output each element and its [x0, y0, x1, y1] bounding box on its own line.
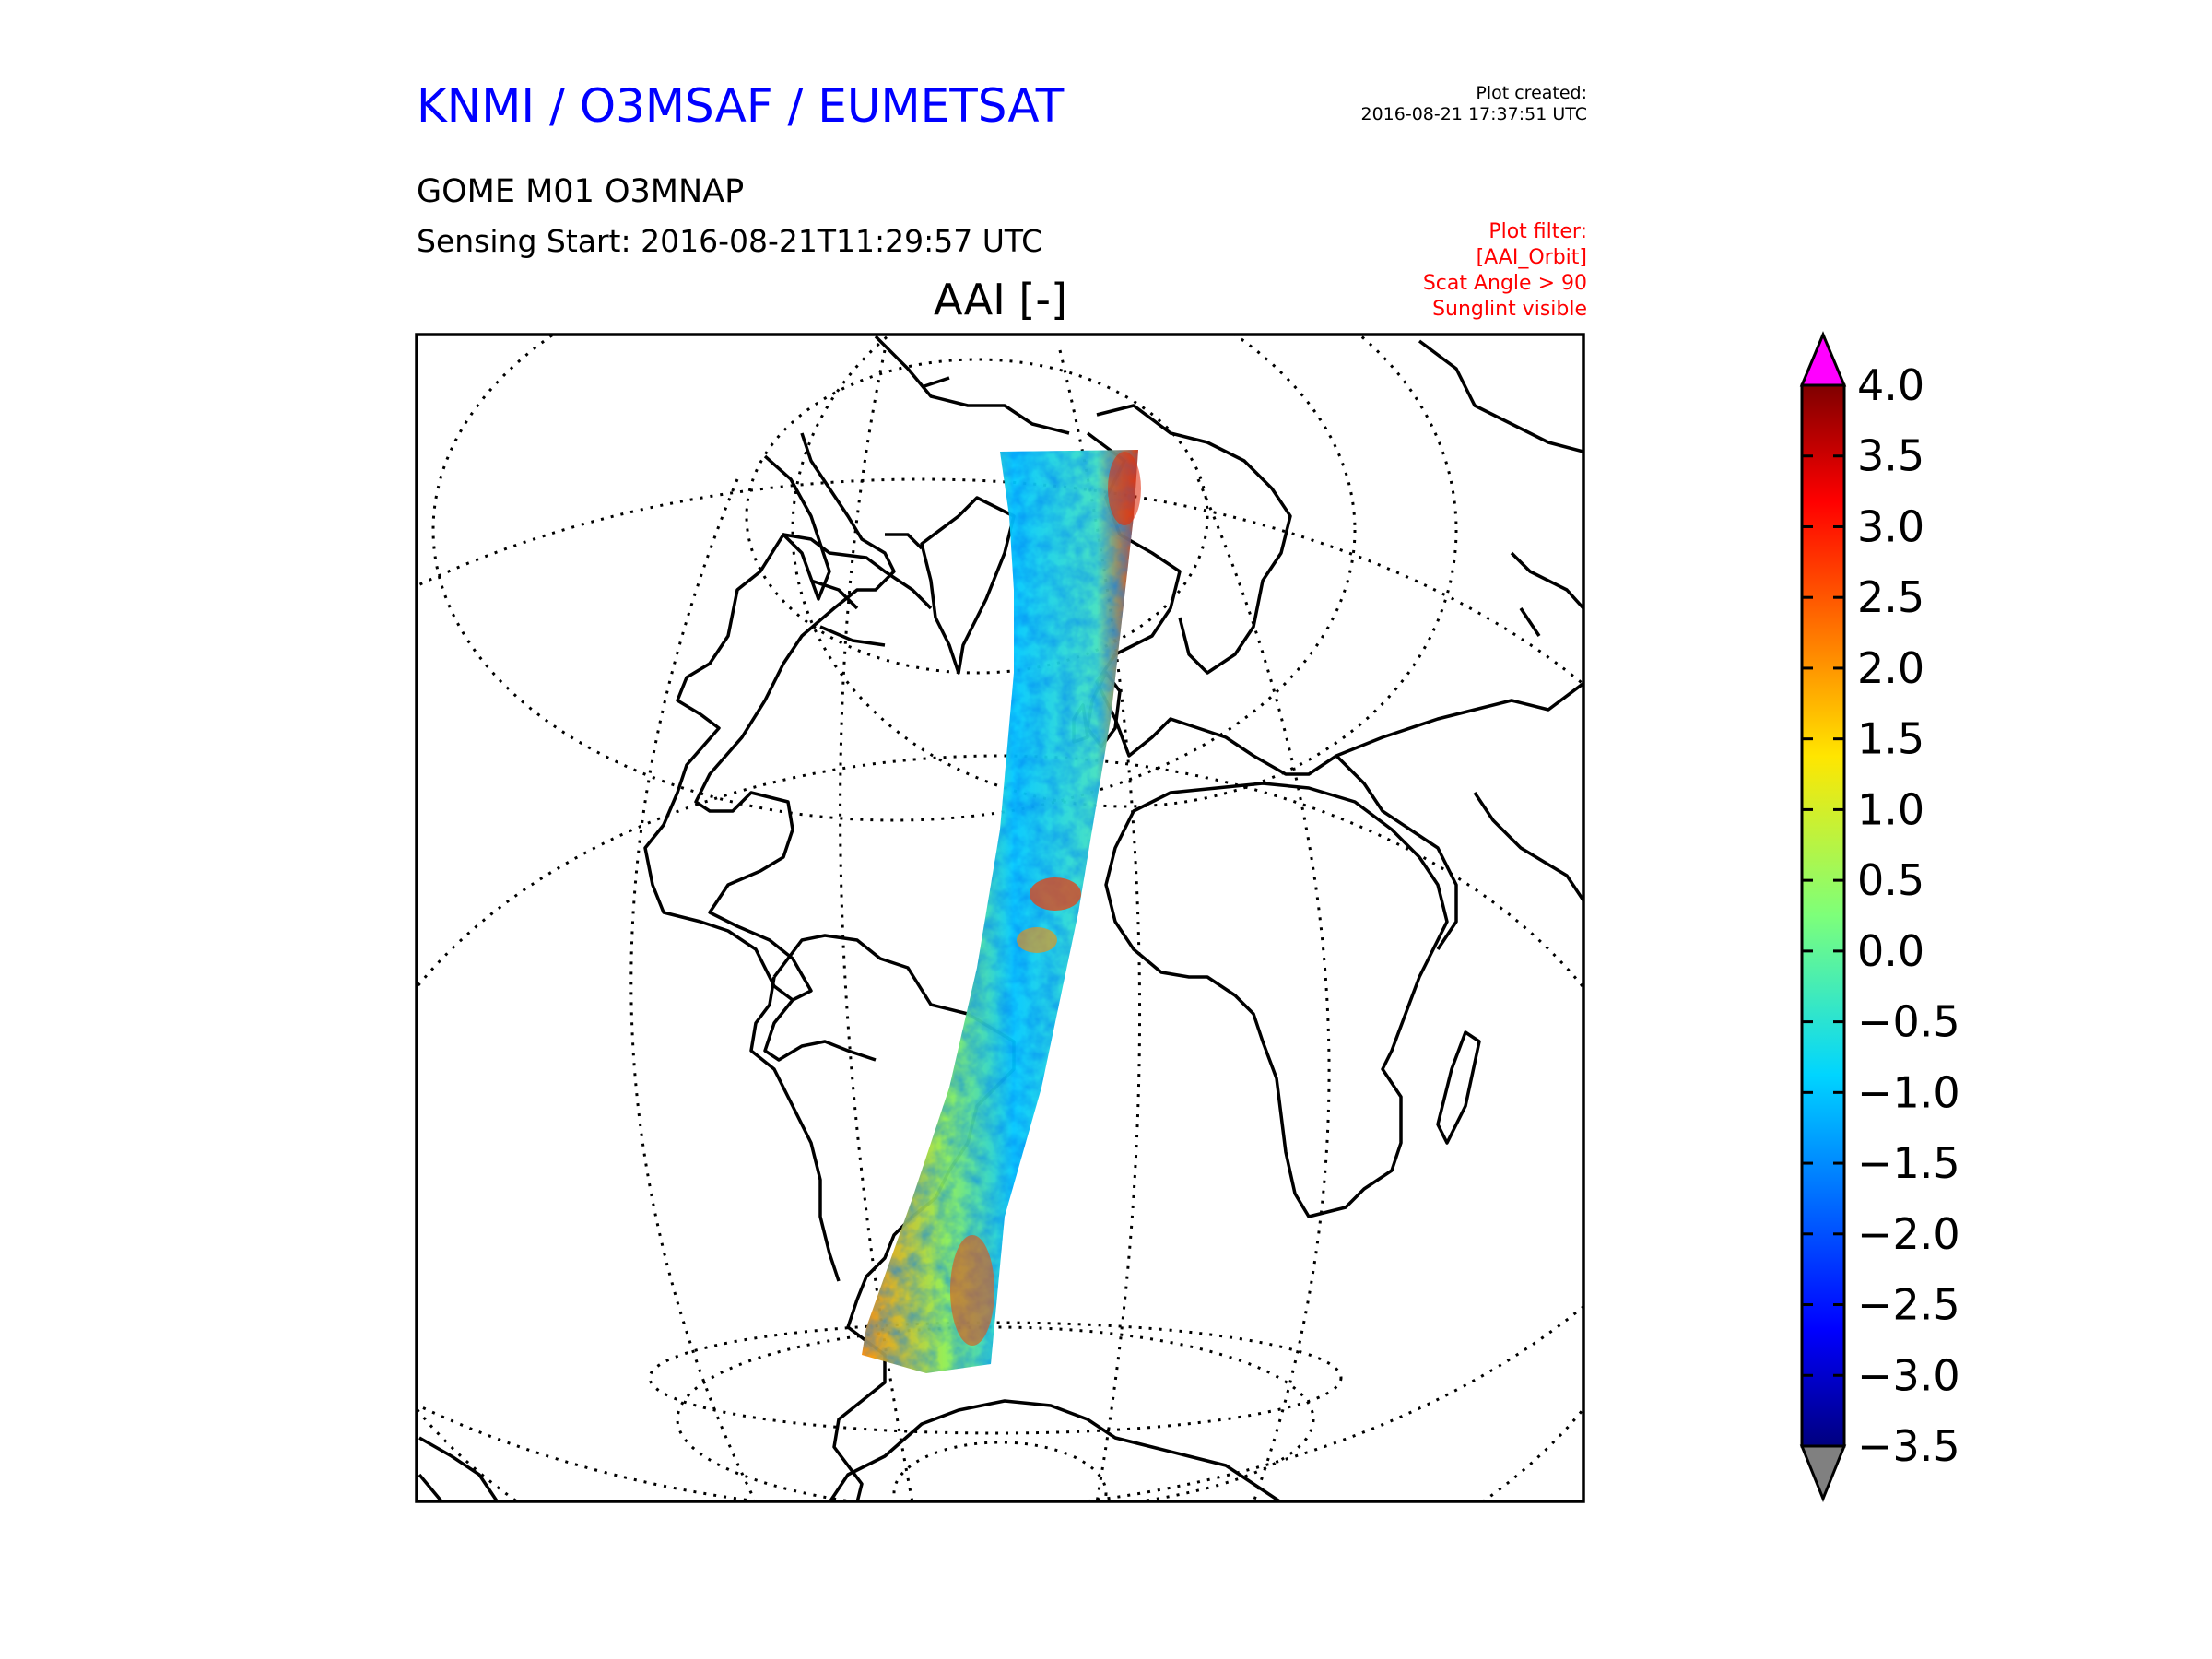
madagascar-coastline [1436, 1030, 1481, 1145]
graticule [417, 335, 1583, 1501]
colorbar-tick-label: −3.0 [1857, 1350, 1960, 1400]
plot-filter-line: Scat Angle > 90 [1422, 272, 1587, 295]
plot-created-time: 2016-08-21 17:37:51 UTC [1360, 104, 1588, 124]
colorbar-tick-label: 4.0 [1857, 360, 1924, 410]
colorbar-gradient [1800, 383, 1846, 1448]
map-area [417, 335, 1583, 1501]
latitude-circle [791, 335, 1458, 808]
plot-created-label: Plot created: [1476, 83, 1587, 103]
plot-filter-line: [AAI_Orbit] [1476, 246, 1587, 269]
colorbar-tick-label: 2.5 [1857, 572, 1924, 622]
colorbar-tick-label: −3.5 [1857, 1421, 1960, 1471]
arctic-north-coastline [874, 335, 1070, 435]
scandinavia-coastline [1096, 404, 1292, 675]
satellite-swath [862, 450, 1141, 1373]
arctic-islands-coastline [782, 533, 933, 647]
latitude-circle [892, 1441, 1108, 1501]
swath-high-aai-patch [950, 1235, 994, 1346]
gulf-mexico-coastline [763, 998, 877, 1062]
latitude-circle [745, 358, 1209, 675]
colorbar: 4.0 3.5 3.0 2.5 2.0 1.5 1.0 0.5 0.0 −0.5 −1.0 −1.5 −… [1799, 331, 1960, 1503]
swath-high-aai-patch [1017, 927, 1057, 953]
map-title: AAI [-] [934, 275, 1067, 324]
product-name: GOME M01 O3MNAP [417, 173, 745, 210]
plot-filter-line: Sunglint visible [1432, 298, 1587, 321]
colorbar-tick-label: 0.0 [1857, 926, 1924, 976]
colorbar-tick-label: 1.0 [1857, 784, 1924, 834]
meridian [629, 478, 758, 1501]
colorbar-tick-label: 2.0 [1857, 643, 1924, 693]
plot-filter: Plot filter: [AAI_Orbit] Scat Angle > 90… [1423, 219, 1587, 323]
colorbar-tick-label: 3.0 [1857, 501, 1924, 551]
africa-coastline [1104, 782, 1449, 1218]
colorbar-tick-label: −1.0 [1857, 1067, 1960, 1117]
europe-coastline [1086, 431, 1583, 776]
colorbar-tick-label: 0.5 [1857, 855, 1924, 905]
meridian [1196, 478, 1331, 1501]
colorbar-over-arrow [1799, 331, 1847, 387]
colorbar-tick-label: −2.0 [1857, 1209, 1960, 1259]
swath-high-aai-patch [1108, 452, 1141, 525]
coastlines [418, 335, 1583, 1501]
swath-high-aai-patch [1030, 877, 1081, 911]
latitude-circle [648, 1321, 1343, 1435]
colorbar-tick-label: 1.5 [1857, 714, 1924, 764]
organisation-title: KNMI / O3MSAF / EUMETSAT [417, 79, 1065, 133]
colorbar-under-arrow [1799, 1444, 1847, 1503]
colorbar-tick-label: −1.5 [1857, 1138, 1960, 1188]
colorbar-tick-label: −0.5 [1857, 997, 1960, 1047]
plot-created: Plot created: 2016-08-21 17:37:51 UTC [1361, 83, 1588, 125]
map-frame [415, 333, 1585, 1503]
south-america-west-coastline [749, 976, 841, 1282]
latitude-circle [431, 335, 1357, 822]
asia-coastline [1418, 339, 1583, 637]
colorbar-tick-label: 3.5 [1857, 431, 1924, 481]
colorbar-tick-label: −2.5 [1857, 1280, 1960, 1330]
antarctica-coastline [828, 1399, 1282, 1501]
antarctica-west-coastline [418, 1436, 500, 1501]
plot-filter-line: Plot filter: [1488, 220, 1587, 243]
latitude-circle [676, 1325, 1315, 1501]
swath-texture [862, 450, 1138, 1373]
greenland-coastline [920, 496, 1016, 675]
north-america-coastline [643, 432, 896, 1002]
colorbar-ticks: 4.0 3.5 3.0 2.5 2.0 1.5 1.0 0.5 0.0 −0.5 −1.0 −1.5 −… [1802, 360, 1960, 1471]
middle-east-coastline [1335, 754, 1583, 950]
sensing-start: Sensing Start: 2016-08-21T11:29:57 UTC [417, 223, 1043, 259]
